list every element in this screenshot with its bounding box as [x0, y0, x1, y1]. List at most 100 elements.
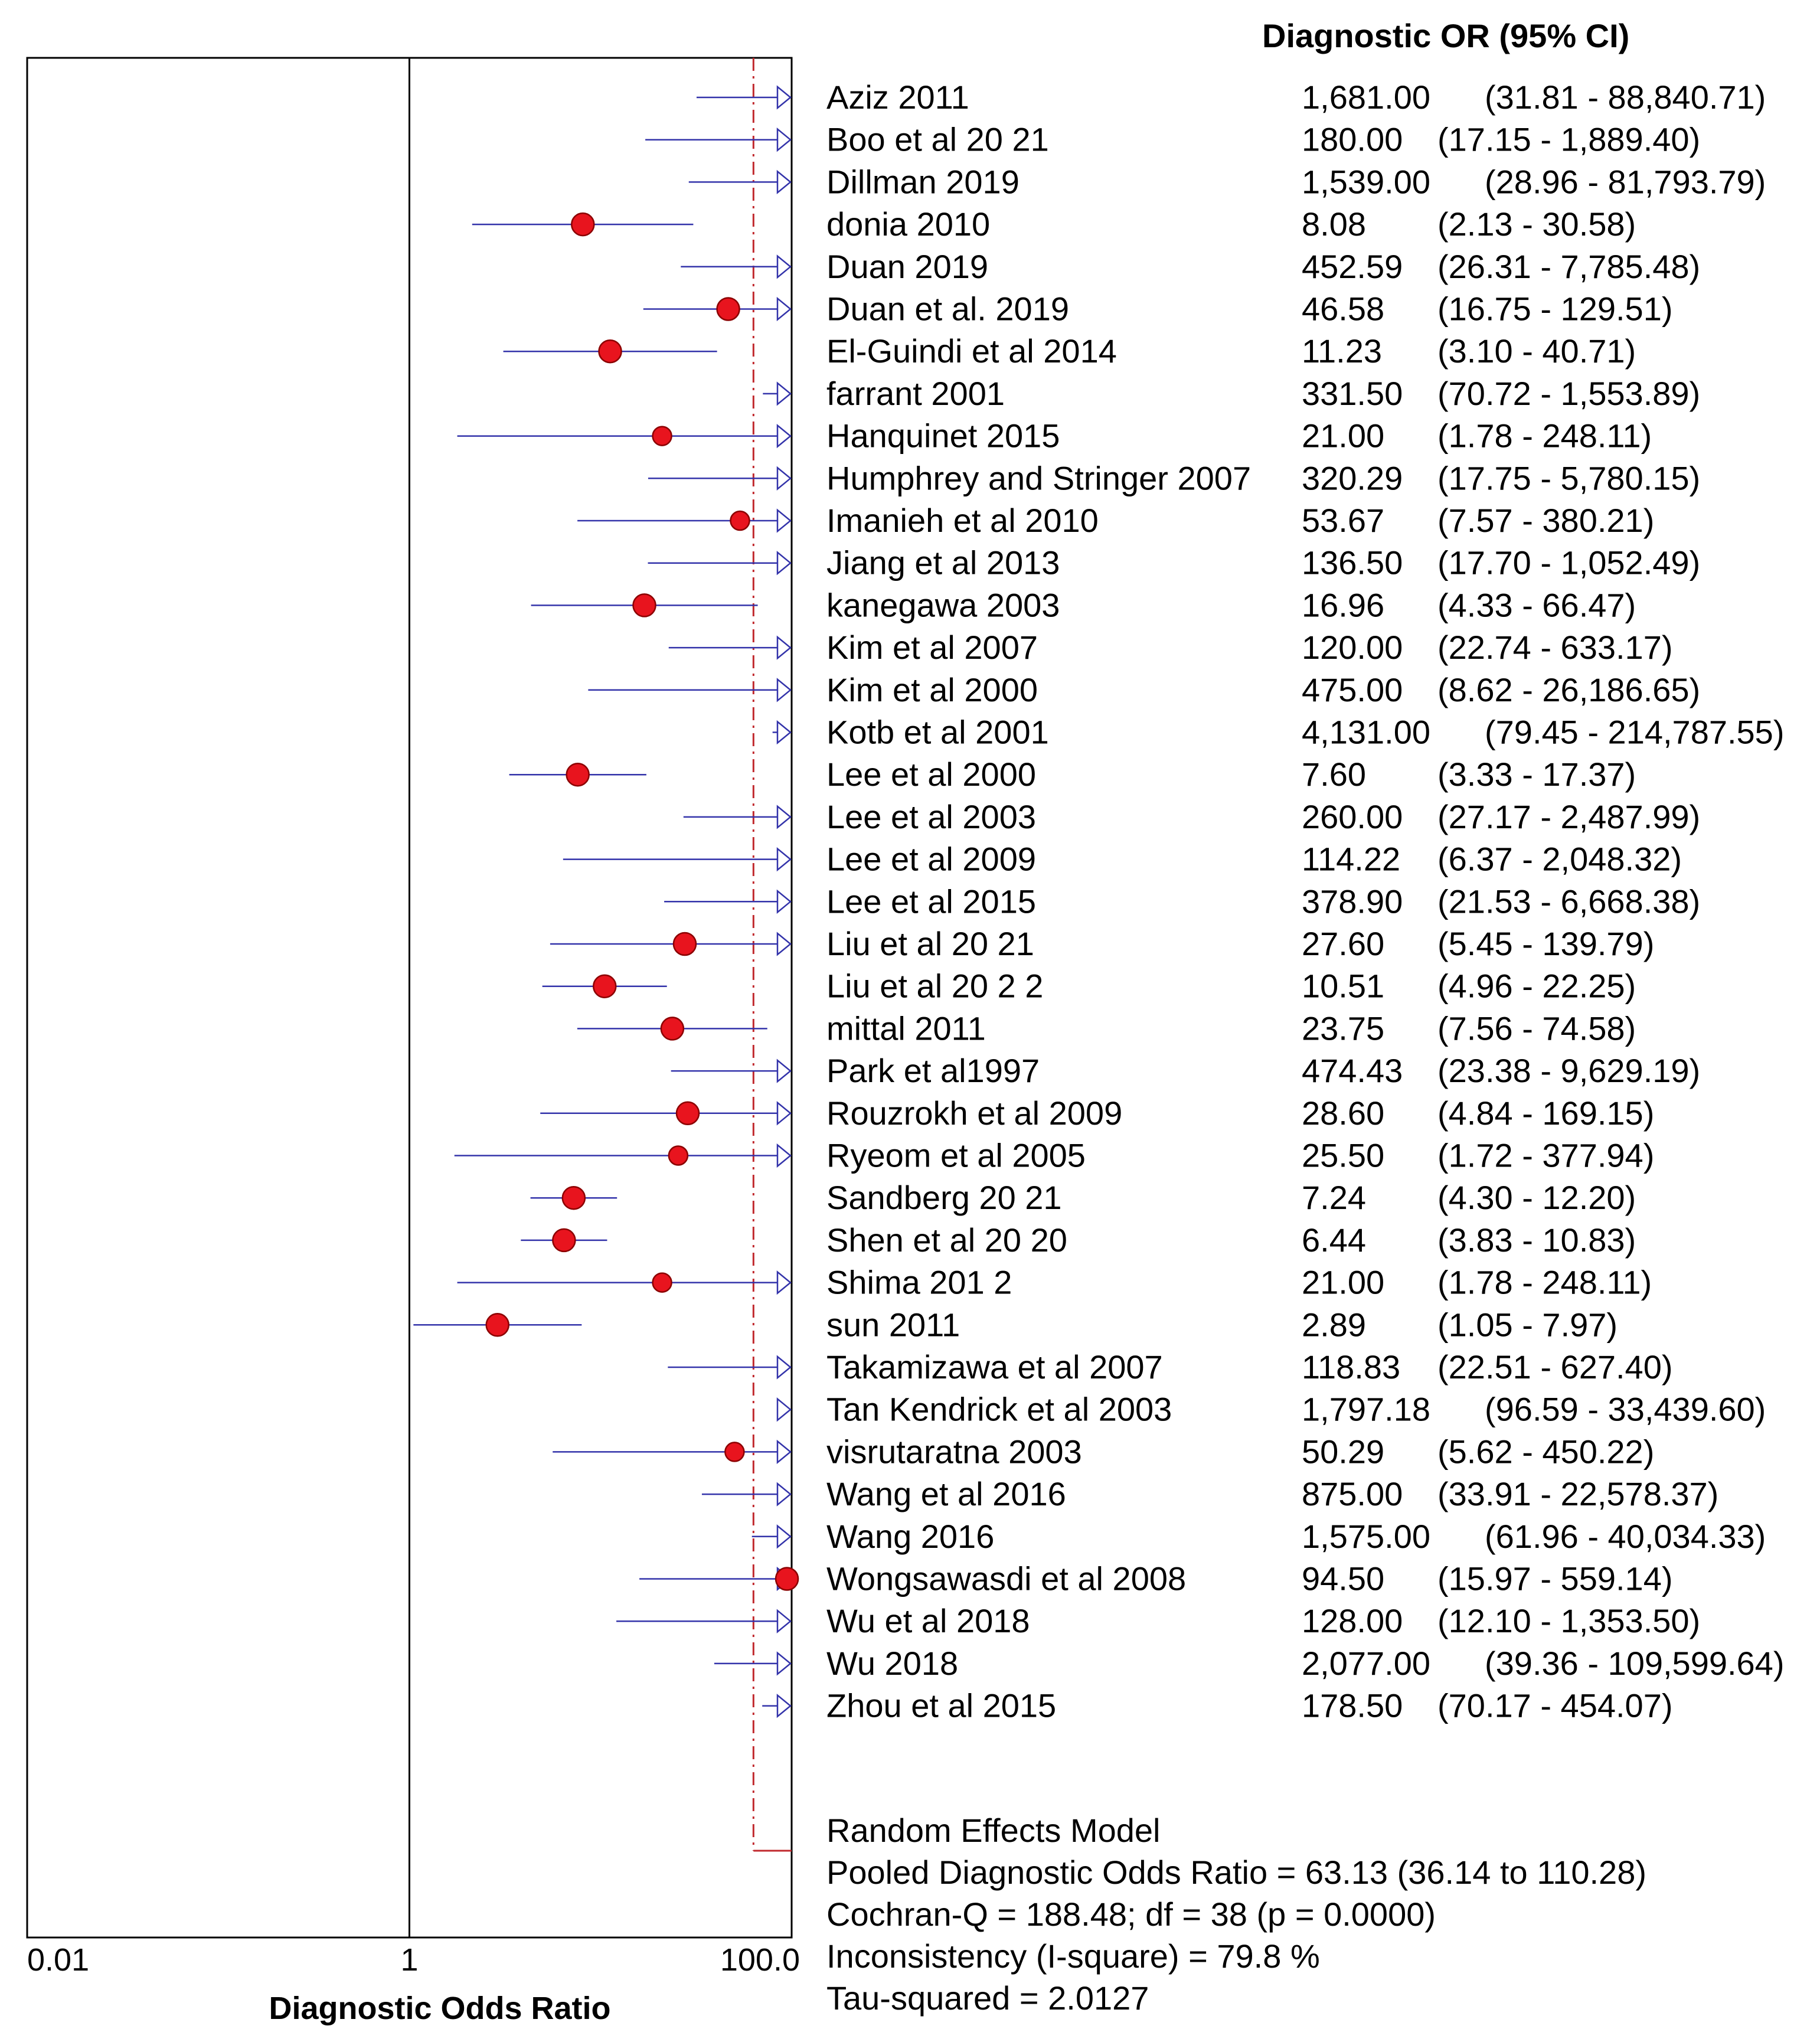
study-label: Takamizawa et al 2007: [826, 1348, 1163, 1386]
point-estimate-marker: [775, 1567, 799, 1591]
point-estimate-marker: [598, 339, 622, 364]
study-or-value: 180.00: [1302, 121, 1403, 158]
study-ci-value: (1.78 - 248.11): [1437, 1264, 1652, 1301]
column-header: Diagnostic OR (95% CI): [1262, 17, 1629, 54]
study-label: Wu et al 2018: [826, 1602, 1030, 1639]
study-label: Kotb et al 2001: [826, 714, 1049, 751]
study-ci-value: (5.62 - 450.22): [1437, 1433, 1654, 1470]
summary-line: Pooled Diagnostic Odds Ratio = 63.13 (36…: [826, 1854, 1646, 1891]
study-ci-value: (16.75 - 129.51): [1437, 290, 1672, 328]
study-ci-value: (26.31 - 7,785.48): [1437, 248, 1700, 285]
study-or-value: 23.75: [1302, 1009, 1384, 1047]
study-or-value: 1,575.00: [1302, 1518, 1430, 1555]
point-estimate-marker: [485, 1313, 509, 1337]
study-ci-value: (5.45 - 139.79): [1437, 925, 1654, 962]
study-ci-value: (17.75 - 5,780.15): [1437, 459, 1700, 496]
x-tick-label: 1: [400, 1942, 418, 1978]
study-label: Wongsawasdi et al 2008: [826, 1560, 1186, 1597]
study-label: Zhou et al 2015: [826, 1687, 1056, 1724]
ci-arrow: [776, 128, 792, 152]
ci-arrow: [776, 466, 792, 491]
study-label: Duan 2019: [826, 248, 988, 285]
study-ci-value: (61.96 - 40,034.33): [1485, 1518, 1766, 1555]
ci-arrow: [776, 847, 792, 872]
ci-arrow: [776, 254, 792, 279]
x-tick-label: 0.01: [27, 1942, 89, 1978]
study-label: kanegawa 2003: [826, 586, 1060, 623]
study-or-value: 331.50: [1302, 375, 1403, 412]
study-or-value: 875.00: [1302, 1475, 1403, 1512]
study-label: Hanquinet 2015: [826, 417, 1060, 455]
study-or-value: 1,797.18: [1302, 1391, 1430, 1428]
study-label: sun 2011: [826, 1306, 960, 1343]
point-estimate-marker: [675, 1101, 700, 1126]
ci-arrow: [776, 1355, 792, 1380]
study-ci-value: (27.17 - 2,487.99): [1437, 798, 1700, 835]
point-estimate-marker: [724, 1442, 745, 1462]
study-or-value: 178.50: [1302, 1687, 1403, 1724]
markers: [485, 212, 799, 1591]
study-label: Park et al1997: [826, 1052, 1040, 1089]
study-label: Lee et al 2009: [826, 841, 1036, 878]
point-estimate-marker: [660, 1017, 685, 1041]
study-ci-value: (6.37 - 2,048.32): [1437, 841, 1682, 878]
study-label: Kim et al 2007: [826, 629, 1038, 666]
study-ci-value: (17.70 - 1,052.49): [1437, 544, 1700, 581]
study-ci-value: (70.72 - 1,553.89): [1437, 375, 1700, 412]
study-or-value: 475.00: [1302, 671, 1403, 708]
summary-line: Tau-squared = 2.0127: [826, 1979, 1149, 2017]
study-or-value: 2.89: [1302, 1306, 1366, 1343]
study-ci-value: (4.33 - 66.47): [1437, 586, 1636, 623]
study-or-value: 50.29: [1302, 1433, 1384, 1470]
study-label: Shen et al 20 20: [826, 1221, 1067, 1259]
study-ci-value: (21.53 - 6,668.38): [1437, 883, 1700, 920]
study-or-value: 128.00: [1302, 1602, 1403, 1639]
study-or-value: 7.24: [1302, 1179, 1366, 1216]
ci-arrow: [776, 296, 792, 322]
study-or-value: 2,077.00: [1302, 1645, 1430, 1682]
ci-arrow: [776, 1143, 792, 1168]
ci-arrow: [776, 805, 792, 829]
study-label: Rouzrokh et al 2009: [826, 1094, 1122, 1132]
study-or-value: 94.50: [1302, 1560, 1384, 1597]
ci-arrow: [776, 508, 792, 533]
study-label: Dillman 2019: [826, 163, 1020, 200]
study-label: Imanieh et al 2010: [826, 502, 1099, 539]
study-label: Lee et al 2003: [826, 798, 1036, 835]
study-or-value: 452.59: [1302, 248, 1403, 285]
ci-arrow: [776, 1482, 792, 1507]
x-axis: 0.01 1 100.0: [27, 1942, 800, 1978]
ci-arrow: [776, 1058, 792, 1083]
study-label: Sandberg 20 21: [826, 1179, 1062, 1216]
study-ci-value: (4.96 - 22.25): [1437, 968, 1636, 1005]
study-label: Wu 2018: [826, 1645, 958, 1682]
study-ci-value: (23.38 - 9,629.19): [1437, 1052, 1700, 1089]
study-ci-value: (17.15 - 1,889.40): [1437, 121, 1700, 158]
study-label: mittal 2011: [826, 1009, 986, 1047]
study-or-value: 21.00: [1302, 417, 1384, 455]
study-label: Jiang et al 2013: [826, 544, 1060, 581]
study-or-value: 120.00: [1302, 629, 1403, 666]
study-or-value: 4,131.00: [1302, 714, 1430, 751]
summary-line: Inconsistency (I-square) = 79.8 %: [826, 1937, 1320, 1975]
study-label: visrutaratna 2003: [826, 1433, 1082, 1470]
study-label: Ryeom et al 2005: [826, 1137, 1086, 1174]
study-or-value: 378.90: [1302, 883, 1403, 920]
ci-arrow: [776, 551, 792, 576]
point-estimate-marker: [552, 1228, 576, 1253]
study-ci-value: (1.78 - 248.11): [1437, 417, 1652, 455]
study-ci-value: (15.97 - 559.14): [1437, 1560, 1672, 1597]
study-or-value: 28.60: [1302, 1094, 1384, 1132]
study-ci-value: (4.84 - 169.15): [1437, 1094, 1654, 1132]
study-ci-value: (3.83 - 10.83): [1437, 1221, 1636, 1259]
ci-arrow: [776, 932, 792, 956]
study-or-value: 474.43: [1302, 1052, 1403, 1089]
study-or-value: 11.23: [1302, 332, 1382, 370]
point-estimate-marker: [566, 762, 590, 787]
study-ci-value: (7.57 - 380.21): [1437, 502, 1654, 539]
ci-arrow: [776, 169, 792, 195]
study-label: Liu et al 20 2 2: [826, 968, 1043, 1005]
ci-arrow: [776, 1651, 792, 1676]
study-label: Lee et al 2015: [826, 883, 1036, 920]
study-or-value: 320.29: [1302, 459, 1403, 496]
